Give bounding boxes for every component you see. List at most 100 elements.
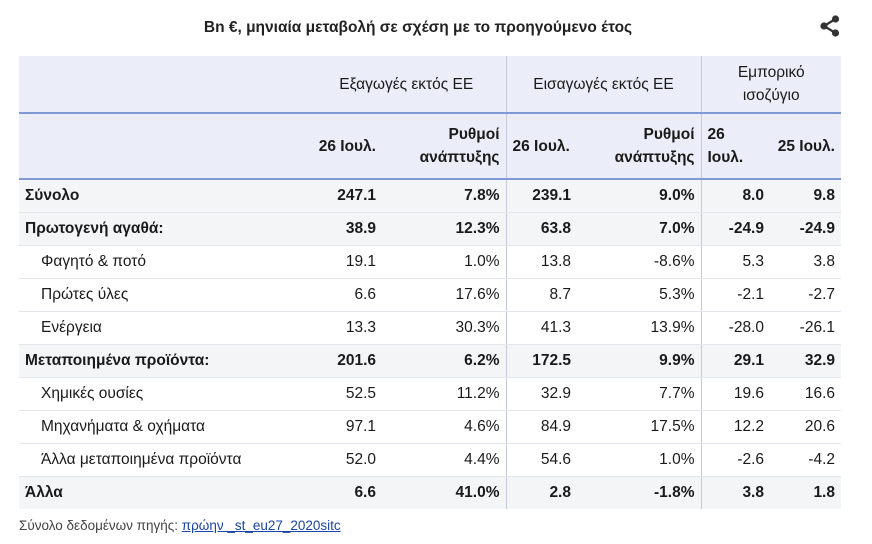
table-row: Χημικές ουσίες 52.5 11.2% 32.9 7.7% 19.6… <box>19 377 841 411</box>
cell-exports-growth: 12.3% <box>382 212 506 246</box>
table-row: Πρωτογενή αγαθά: 38.9 12.3% 63.8 7.0% -2… <box>19 212 841 246</box>
row-label: Πρωτογενή αγαθά: <box>19 212 307 246</box>
cell-balance-25: 9.8 <box>770 179 841 213</box>
cell-imports-growth: 7.7% <box>577 377 701 411</box>
row-label: Φαγητό & ποτό <box>19 245 307 279</box>
cell-balance-26: 19.6 <box>700 377 770 411</box>
cell-exports: 6.6 <box>307 476 382 509</box>
cell-exports: 13.3 <box>307 311 382 345</box>
row-label: Άλλα μεταποιημένα προϊόντα <box>19 443 307 477</box>
table-row: Ενέργεια 13.3 30.3% 41.3 13.9% -28.0 -26… <box>19 311 841 345</box>
cell-imports: 41.3 <box>505 311 577 345</box>
cell-imports-growth: 13.9% <box>577 311 701 345</box>
cell-exports: 97.1 <box>307 410 382 444</box>
cell-imports-growth: 17.5% <box>577 410 701 444</box>
cell-balance-25: 1.8 <box>770 476 841 509</box>
cell-imports: 172.5 <box>505 344 577 378</box>
header-imports: Εισαγωγές εκτός ΕΕ <box>505 56 701 114</box>
subheader-imp-growth-line2: ανάπτυξης <box>614 149 695 166</box>
header-exports: Εξαγωγές εκτός ΕΕ <box>307 56 506 114</box>
row-label: Μεταποιημένα προϊόντα: <box>19 344 307 378</box>
cell-balance-25: 32.9 <box>770 344 841 378</box>
cell-balance-26: 29.1 <box>700 344 770 378</box>
cell-imports-growth: 7.0% <box>577 212 701 246</box>
cell-imports: 84.9 <box>505 410 577 444</box>
cell-exports-growth: 30.3% <box>382 311 506 345</box>
cell-imports-growth: 9.0% <box>577 179 701 213</box>
cell-exports-growth: 4.4% <box>382 443 506 477</box>
row-label: Άλλα <box>19 476 307 509</box>
page-title: Bn €, μηνιαία μεταβολή σε σχέση με το πρ… <box>203 19 633 36</box>
subheader-bal-month2: 25 Ιουλ. <box>770 113 841 180</box>
cell-balance-26: 5.3 <box>700 245 770 279</box>
cell-balance-26: -2.6 <box>700 443 770 477</box>
cell-balance-25: 3.8 <box>770 245 841 279</box>
subheader-exp-month: 26 Ιουλ. <box>307 113 382 180</box>
cell-balance-26: 12.2 <box>700 410 770 444</box>
cell-balance-25: -26.1 <box>770 311 841 345</box>
cell-exports-growth: 6.2% <box>382 344 506 378</box>
subheader-imp-growth: Ρυθμοί ανάπτυξης <box>577 113 701 180</box>
header-balance-line2: ισοζύγιο <box>742 87 800 104</box>
row-label: Πρώτες ύλες <box>19 278 307 312</box>
table-row: Άλλα μεταποιημένα προϊόντα 52.0 4.4% 54.… <box>19 443 841 477</box>
cell-imports: 239.1 <box>505 179 577 213</box>
subheader-exp-growth: Ρυθμοί ανάπτυξης <box>382 113 506 180</box>
share-icon <box>820 15 840 37</box>
row-label: Χημικές ουσίες <box>19 377 307 411</box>
cell-exports-growth: 17.6% <box>382 278 506 312</box>
subheader-exp-growth-line1: Ρυθμοί <box>448 126 500 143</box>
cell-imports-growth: 1.0% <box>577 443 701 477</box>
subheader-imp-growth-line1: Ρυθμοί <box>643 126 695 143</box>
row-label: Ενέργεια <box>19 311 307 345</box>
table-row: Πρώτες ύλες 6.6 17.6% 8.7 5.3% -2.1 -2.7 <box>19 278 841 312</box>
cell-imports: 13.8 <box>505 245 577 279</box>
cell-imports: 2.8 <box>505 476 577 509</box>
trade-table: Εξαγωγές εκτός ΕΕ Εισαγωγές εκτός ΕΕ Εμπ… <box>19 56 841 509</box>
cell-exports: 52.0 <box>307 443 382 477</box>
cell-imports-growth: 5.3% <box>577 278 701 312</box>
table-row: Σύνολο 247.1 7.8% 239.1 9.0% 8.0 9.8 <box>19 179 841 213</box>
cell-imports: 8.7 <box>505 278 577 312</box>
header-blank <box>19 56 307 114</box>
table-row: Φαγητό & ποτό 19.1 1.0% 13.8 -8.6% 5.3 3… <box>19 245 841 279</box>
cell-imports: 54.6 <box>505 443 577 477</box>
table-row: Άλλα 6.6 41.0% 2.8 -1.8% 3.8 1.8 <box>19 476 841 509</box>
cell-exports-growth: 11.2% <box>382 377 506 411</box>
source-dataset-link[interactable]: πρώην _st_eu27_2020sitc <box>181 518 341 533</box>
cell-balance-26: 8.0 <box>700 179 770 213</box>
cell-balance-26: -24.9 <box>700 212 770 246</box>
row-label: Σύνολο <box>19 179 307 213</box>
cell-exports: 19.1 <box>307 245 382 279</box>
cell-imports: 32.9 <box>505 377 577 411</box>
cell-imports-growth: -8.6% <box>577 245 701 279</box>
subheader-bal-month1: 26 Ιουλ. <box>700 113 770 180</box>
header-balance-line1: Εμπορικό <box>737 64 805 81</box>
cell-balance-26: -2.1 <box>700 278 770 312</box>
cell-exports: 6.6 <box>307 278 382 312</box>
cell-balance-25: 16.6 <box>770 377 841 411</box>
cell-exports-growth: 1.0% <box>382 245 506 279</box>
subheader-blank <box>19 113 307 180</box>
cell-balance-25: 20.6 <box>770 410 841 444</box>
cell-balance-26: -28.0 <box>700 311 770 345</box>
subheader-imp-month: 26 Ιουλ. <box>505 113 577 180</box>
cell-exports-growth: 41.0% <box>382 476 506 509</box>
cell-exports: 247.1 <box>307 179 382 213</box>
cell-balance-25: -2.7 <box>770 278 841 312</box>
cell-balance-25: -4.2 <box>770 443 841 477</box>
cell-imports-growth: 9.9% <box>577 344 701 378</box>
cell-exports: 38.9 <box>307 212 382 246</box>
subheader-exp-growth-line2: ανάπτυξης <box>419 149 500 166</box>
table-row: Μηχανήματα & οχήματα 97.1 4.6% 84.9 17.5… <box>19 410 841 444</box>
share-button[interactable] <box>818 14 842 38</box>
cell-imports: 63.8 <box>505 212 577 246</box>
cell-exports: 201.6 <box>307 344 382 378</box>
table-row: Μεταποιημένα προϊόντα: 201.6 6.2% 172.5 … <box>19 344 841 378</box>
source-label: Σύνολο δεδομένων πηγής: <box>19 518 179 533</box>
source-note: Σύνολο δεδομένων πηγής: πρώην _st_eu27_2… <box>19 518 341 533</box>
cell-imports-growth: -1.8% <box>577 476 701 509</box>
cell-exports: 52.5 <box>307 377 382 411</box>
cell-balance-25: -24.9 <box>770 212 841 246</box>
header-balance: Εμπορικό ισοζύγιο <box>700 56 841 114</box>
